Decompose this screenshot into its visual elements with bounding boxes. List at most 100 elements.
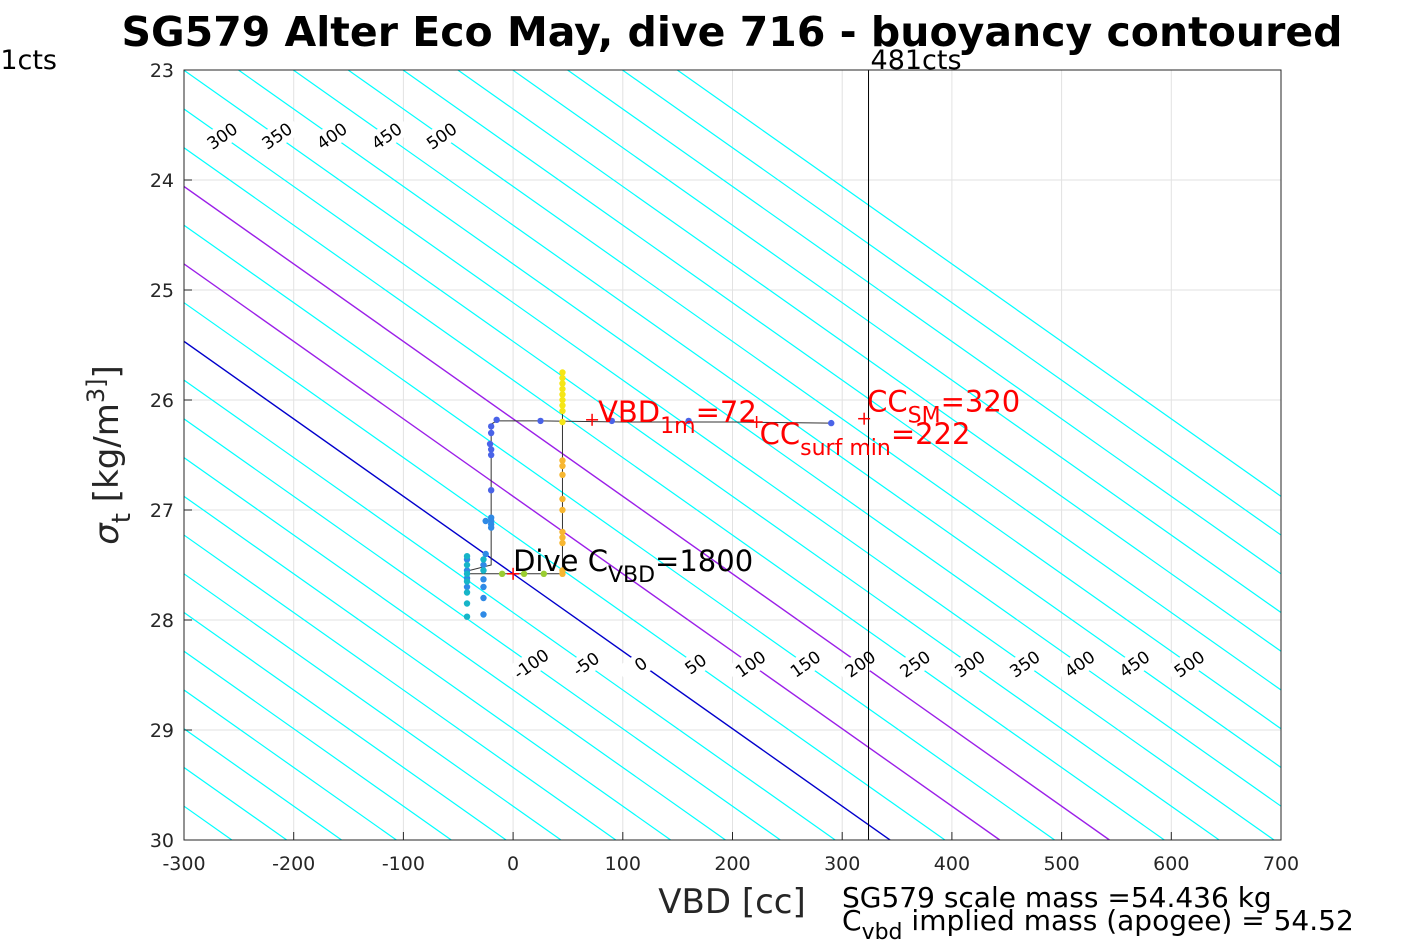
contour-line — [457, 70, 1281, 652]
axis-ticks: -300 -200 -100 0 100 200 300 400 500 600 700 23 24 25… — [150, 60, 1299, 875]
x-tick-label: -100 — [382, 853, 425, 875]
annotation-part: CC — [867, 385, 908, 419]
y-tick-label: 30 — [150, 830, 174, 852]
annotation-part: =72 — [696, 395, 757, 429]
footer-scale-mass: SG579 scale mass =54.436 kg — [842, 881, 1272, 914]
data-point — [559, 407, 566, 415]
contour-label-bg — [835, 642, 885, 686]
contour-label-bg — [561, 642, 611, 686]
annotation-part: VBD — [598, 395, 660, 429]
contour-line — [184, 611, 507, 840]
annotation-part: CC — [760, 417, 801, 451]
y-tick-label: 29 — [150, 720, 174, 742]
footer-implied-text: implied mass (apogee) = 54.52 — [903, 904, 1354, 937]
data-point — [498, 570, 506, 577]
data-point — [480, 583, 487, 591]
contour-label-bg — [616, 642, 666, 686]
data-point — [559, 462, 566, 470]
data-point — [480, 576, 487, 583]
contour-line — [402, 70, 1281, 691]
y-axis-label-part: 3] — [82, 378, 110, 403]
data-point — [482, 550, 489, 558]
x-tick-label: 0 — [507, 853, 519, 875]
data-point — [559, 369, 566, 376]
contour-line — [622, 70, 1281, 536]
x-tick-label: 100 — [605, 853, 641, 875]
data-point — [559, 506, 566, 514]
contour-line — [184, 70, 1275, 840]
data-point — [480, 611, 487, 618]
y-tick-label: 25 — [150, 280, 174, 302]
x-tick-label: 300 — [824, 853, 860, 875]
data-point — [537, 417, 544, 425]
annotation-part: =320 — [941, 385, 1021, 419]
x-tick-label: -200 — [272, 853, 315, 875]
contour-label-bg — [252, 114, 302, 158]
data-point — [487, 451, 495, 459]
contour-label-bg — [307, 114, 357, 158]
data-point — [480, 561, 487, 569]
contour-line — [184, 147, 1165, 840]
y-axis-label-part: ] — [87, 365, 127, 378]
contour-line — [184, 263, 1001, 840]
data-point — [559, 402, 566, 409]
data-point — [559, 391, 566, 398]
data-point — [480, 556, 487, 563]
data-point — [487, 429, 495, 437]
annotation-part: VBD — [608, 563, 655, 588]
y-tick-label: 26 — [150, 390, 174, 412]
contour-line — [184, 340, 891, 840]
footer-implied-mass: Cvbd implied mass (apogee) = 54.52 — [842, 904, 1354, 945]
contour-line — [238, 70, 1281, 807]
data-point — [559, 534, 566, 541]
y-axis-label-part: σ — [87, 522, 127, 545]
contour-line — [184, 379, 836, 840]
data-point — [559, 418, 566, 426]
x-tick-label: 400 — [934, 853, 970, 875]
y-tick-label: 24 — [150, 170, 174, 192]
data-point — [463, 613, 471, 620]
contour-label-bg — [726, 642, 775, 686]
data-point — [559, 374, 566, 382]
contour-label-bg — [417, 114, 466, 158]
contour-line — [512, 70, 1281, 614]
contour-label-bg — [781, 642, 830, 686]
data-point — [482, 517, 489, 525]
x-axis-label: VBD [cc] — [658, 882, 806, 922]
data-point — [493, 416, 500, 423]
contour-line — [184, 689, 397, 840]
annotation: CCSM=320 — [867, 385, 1020, 429]
y-axis-label-part: t — [107, 513, 137, 523]
contour-line — [676, 70, 1281, 498]
contour-label-bg — [1165, 642, 1214, 686]
data-point — [559, 471, 566, 478]
x-tick-label: 200 — [714, 853, 750, 875]
contour-label-bg — [1000, 642, 1050, 686]
data-point — [463, 600, 471, 607]
chart-title: SG579 Alter Eco May, dive 716 - buoyancy… — [121, 8, 1342, 56]
footer-c: C — [842, 904, 862, 937]
data-point — [463, 583, 471, 591]
data-point — [487, 423, 495, 430]
annotation-part: 1m — [660, 414, 695, 439]
contour-label-bg — [506, 642, 556, 686]
y-tick-label: 27 — [150, 500, 174, 522]
count-label: 1cts — [0, 45, 57, 76]
contour-label-bg — [362, 114, 412, 158]
annotation-part: Dive C — [513, 544, 608, 578]
data-point — [559, 457, 566, 464]
data-point — [559, 380, 566, 387]
contour-line — [184, 418, 781, 840]
contour-line — [184, 495, 672, 840]
annotation-part: =222 — [891, 417, 971, 451]
data-points — [463, 369, 835, 620]
y-axis-label-part: [kg/m — [87, 403, 127, 513]
data-point — [463, 553, 471, 560]
marker-points — [507, 412, 871, 580]
contour-label-bg — [197, 114, 247, 158]
contour-line — [567, 70, 1281, 575]
data-point — [559, 396, 566, 404]
contour-label-bg — [1110, 642, 1159, 686]
annotation: CCsurf min=222 — [760, 417, 971, 461]
